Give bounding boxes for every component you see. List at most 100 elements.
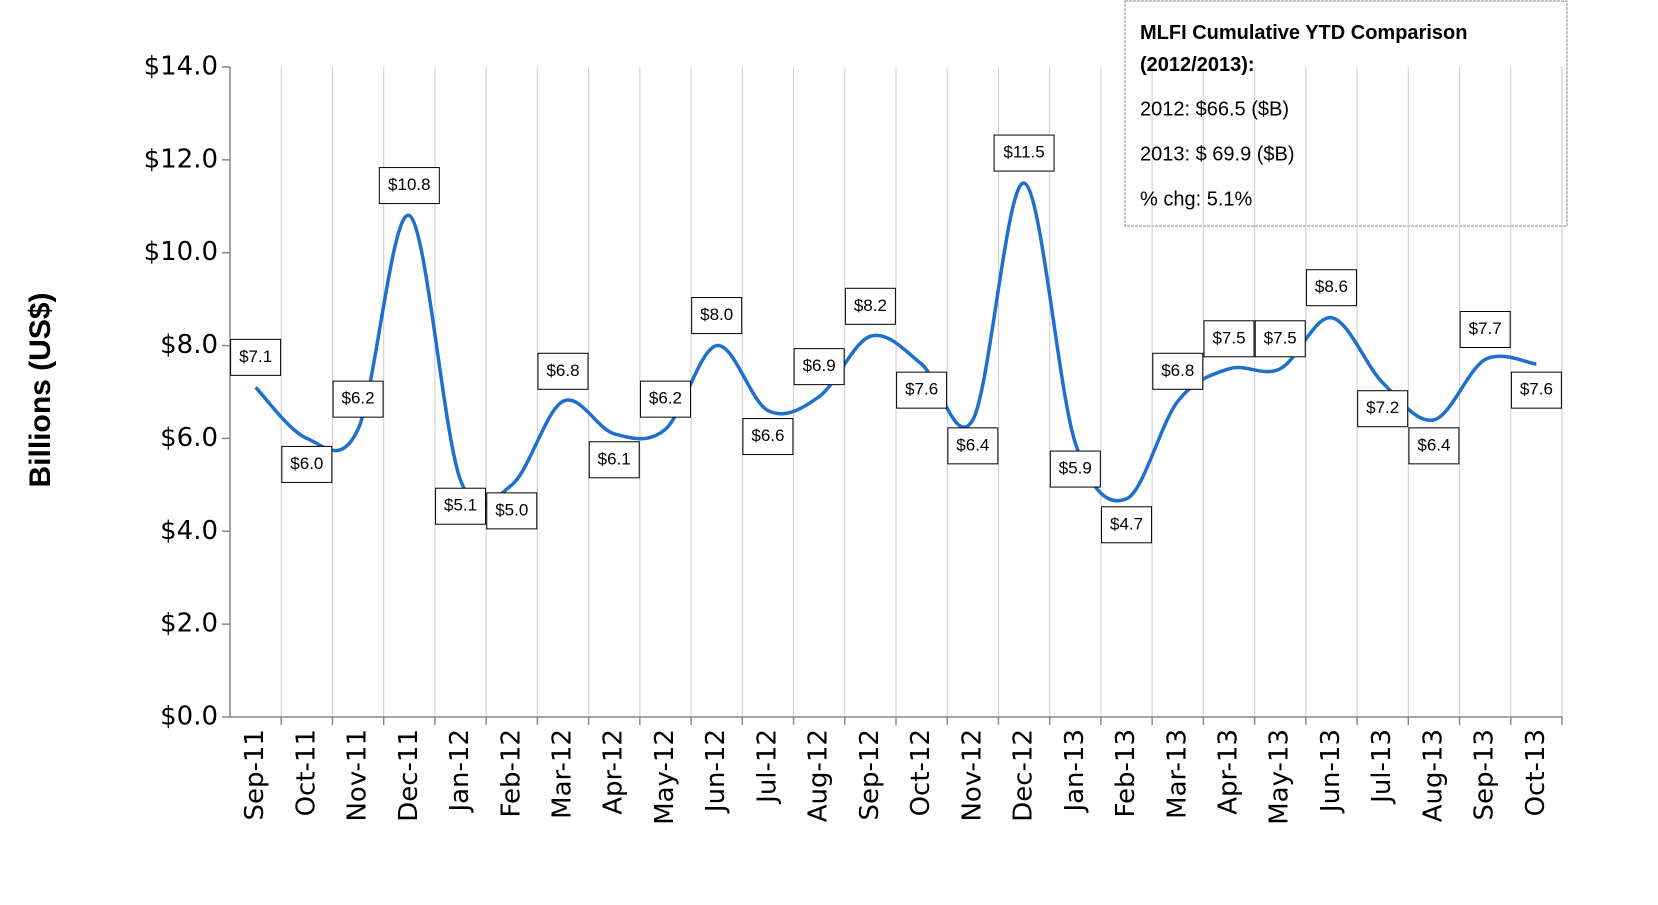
value-label: $4.7 xyxy=(1101,506,1153,544)
value-label-text: $6.8 xyxy=(546,361,579,380)
value-label-text: $11.5 xyxy=(1003,143,1044,162)
value-label: $6.2 xyxy=(639,380,691,418)
value-label-text: $7.2 xyxy=(1366,398,1399,417)
x-tick-label: Apr-13 xyxy=(1214,729,1244,815)
x-tick-label: Feb-12 xyxy=(496,729,526,818)
value-label-box xyxy=(1152,352,1204,390)
value-label-box xyxy=(993,134,1055,172)
y-tick-label: $10.0 xyxy=(144,237,218,267)
value-label-box xyxy=(947,427,999,465)
value-label-box xyxy=(1459,311,1511,348)
value-label: $6.4 xyxy=(1408,427,1460,465)
value-label-box xyxy=(486,492,538,530)
value-label: $7.6 xyxy=(1510,371,1562,409)
value-label-box xyxy=(1408,427,1460,465)
value-label: $8.6 xyxy=(1305,269,1357,307)
value-label-text: $7.5 xyxy=(1264,328,1297,347)
y-tick-label: $4.0 xyxy=(160,516,218,546)
value-label-text: $7.1 xyxy=(239,347,272,366)
value-label-text: $8.0 xyxy=(700,305,733,324)
annotation-line: 2013: $ 69.9 ($B) xyxy=(1140,143,1295,165)
value-label: $8.2 xyxy=(844,287,896,325)
x-tick-label: Oct-12 xyxy=(906,729,936,816)
value-label: $6.8 xyxy=(1152,352,1204,390)
value-label: $7.5 xyxy=(1254,320,1306,358)
value-label: $5.9 xyxy=(1049,450,1101,488)
x-tick-label: Feb-13 xyxy=(1111,729,1141,818)
x-tick-label: Nov-11 xyxy=(343,729,373,822)
value-label-text: $7.6 xyxy=(905,380,938,399)
value-label-box xyxy=(1203,320,1255,358)
value-label-text: $4.7 xyxy=(1110,514,1143,533)
annotation-title: MLFI Cumulative YTD Comparison (2012/2013… xyxy=(1140,22,1467,76)
y-axis-label: Billions (US$) xyxy=(24,292,57,487)
x-tick-label: Mar-12 xyxy=(548,729,578,819)
x-tick-label: Sep-12 xyxy=(855,729,885,820)
value-label-text: $7.6 xyxy=(1520,380,1553,399)
value-label: $7.6 xyxy=(896,371,948,409)
x-tick-label: Apr-12 xyxy=(599,729,629,815)
x-tick-label: Jan-13 xyxy=(1060,729,1090,814)
value-label-text: $5.9 xyxy=(1059,459,1092,478)
annotation-title-line: (2012/2013): xyxy=(1140,54,1255,76)
x-tick-label: Oct-11 xyxy=(291,729,321,816)
x-tick-label: Jun-13 xyxy=(1316,729,1346,814)
y-tick-label: $14.0 xyxy=(144,52,218,82)
value-label-box xyxy=(281,445,333,483)
value-label-box xyxy=(588,441,640,479)
y-tick-label: $2.0 xyxy=(160,609,218,639)
y-tick-label: $8.0 xyxy=(160,330,218,360)
value-label-text: $6.6 xyxy=(751,426,784,445)
x-tick-label: Oct-13 xyxy=(1521,729,1551,816)
value-label-box xyxy=(844,287,896,325)
value-label: $6.8 xyxy=(537,352,589,390)
value-label: $6.0 xyxy=(281,445,333,483)
x-tick-label: Jun-12 xyxy=(701,729,731,814)
value-label: $8.0 xyxy=(691,297,743,335)
x-tick-label: Aug-12 xyxy=(804,729,834,822)
value-label-box xyxy=(435,487,487,525)
x-tick-label: Jul-13 xyxy=(1367,729,1397,805)
value-label-box xyxy=(230,338,282,376)
value-label-box xyxy=(332,380,384,418)
value-label-text: $6.8 xyxy=(1161,361,1194,380)
value-label-box xyxy=(1357,390,1409,428)
x-tick-label: Jul-12 xyxy=(752,729,782,805)
value-label-box xyxy=(1305,269,1357,307)
value-label: $7.5 xyxy=(1203,320,1255,358)
value-label: $6.4 xyxy=(947,427,999,465)
value-label: $5.0 xyxy=(486,492,538,530)
value-label-text: $6.1 xyxy=(598,449,631,468)
value-label-box xyxy=(639,380,691,418)
value-label-text: $10.8 xyxy=(388,175,431,194)
value-label-box xyxy=(1510,371,1562,409)
y-tick-label: $6.0 xyxy=(160,423,218,453)
value-label-text: $5.1 xyxy=(444,496,477,515)
annotation-line: 2012: $66.5 ($B) xyxy=(1140,98,1289,120)
value-label-box xyxy=(537,352,589,390)
value-label: $6.6 xyxy=(742,418,794,456)
value-label-text: $6.0 xyxy=(290,454,323,473)
value-label-box xyxy=(1101,506,1153,544)
x-tick-label: Jan-12 xyxy=(445,729,475,814)
value-label: $7.7 xyxy=(1459,311,1511,348)
x-tick-label: Mar-13 xyxy=(1162,729,1192,819)
value-label: $6.2 xyxy=(332,380,384,418)
value-label: $10.8 xyxy=(378,167,440,205)
y-tick-label: $0.0 xyxy=(160,702,218,732)
value-label-text: $6.4 xyxy=(1417,435,1450,454)
y-tick-label: $12.0 xyxy=(144,144,218,174)
value-label-box xyxy=(742,418,794,456)
value-label-box xyxy=(378,167,440,205)
value-label-box xyxy=(896,371,948,409)
value-label: $5.1 xyxy=(435,487,487,525)
value-label: $6.9 xyxy=(793,348,845,386)
value-label: $7.1 xyxy=(230,338,282,376)
value-label-text: $8.6 xyxy=(1315,277,1348,296)
value-label: $6.1 xyxy=(588,441,640,479)
x-tick-label: Nov-12 xyxy=(957,729,987,822)
x-tick-label: Sep-13 xyxy=(1470,729,1500,820)
x-tick-label: Dec-12 xyxy=(1009,729,1039,822)
value-label: $7.2 xyxy=(1357,390,1409,428)
